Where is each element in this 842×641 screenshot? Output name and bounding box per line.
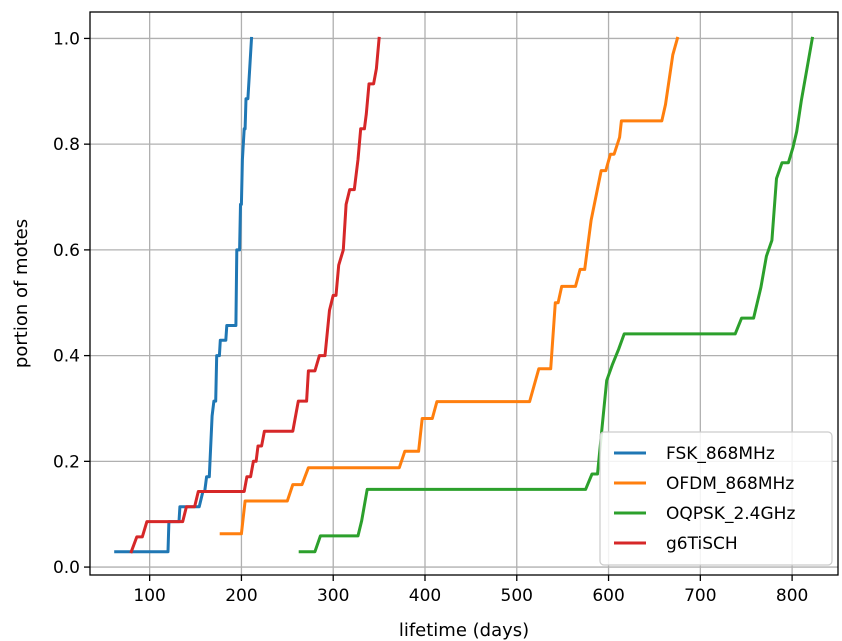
series-line-oqpsk-2-4ghz xyxy=(298,36,815,554)
series-line-g6tisch xyxy=(129,36,381,554)
y-tick-label: 0.0 xyxy=(53,558,80,578)
y-tick-label: 0.6 xyxy=(53,241,80,261)
x-tick-label: 100 xyxy=(133,586,165,606)
grid xyxy=(90,12,838,575)
y-tick-label: 0.4 xyxy=(53,347,80,367)
y-tick-label: 1.0 xyxy=(53,29,80,49)
series-line-fsk-868mhz xyxy=(114,36,254,554)
y-axis-ticks: 0.0 0.2 0.4 0.6 0.8 1.0 xyxy=(53,29,90,578)
legend-label: FSK_868MHz xyxy=(666,444,775,464)
legend-label: OFDM_868MHz xyxy=(666,474,794,494)
legend: FSK_868MHz OFDM_868MHz OQPSK_2.4GHz g6TiSCH xyxy=(599,431,833,566)
x-tick-label: 300 xyxy=(317,586,349,606)
legend-label: g6TiSCH xyxy=(666,534,738,554)
x-tick-label: 400 xyxy=(409,586,441,606)
x-axis-label: lifetime (days) xyxy=(399,620,529,641)
x-tick-label: 700 xyxy=(684,586,716,606)
y-axis-label: portion of motes xyxy=(11,219,32,368)
y-tick-label: 0.2 xyxy=(53,452,80,472)
x-tick-label: 600 xyxy=(592,586,624,606)
plot-frame xyxy=(89,11,839,576)
x-tick-label: 800 xyxy=(776,586,808,606)
x-tick-label: 500 xyxy=(501,586,533,606)
x-axis-ticks: 100 200 300 400 500 600 700 800 xyxy=(133,575,808,606)
series-layer xyxy=(114,36,815,554)
y-tick-label: 0.8 xyxy=(53,135,80,155)
x-tick-label: 200 xyxy=(225,586,257,606)
legend-box xyxy=(599,431,833,566)
legend-label: OQPSK_2.4GHz xyxy=(666,504,795,524)
series-line-ofdm-868mhz xyxy=(219,36,680,536)
